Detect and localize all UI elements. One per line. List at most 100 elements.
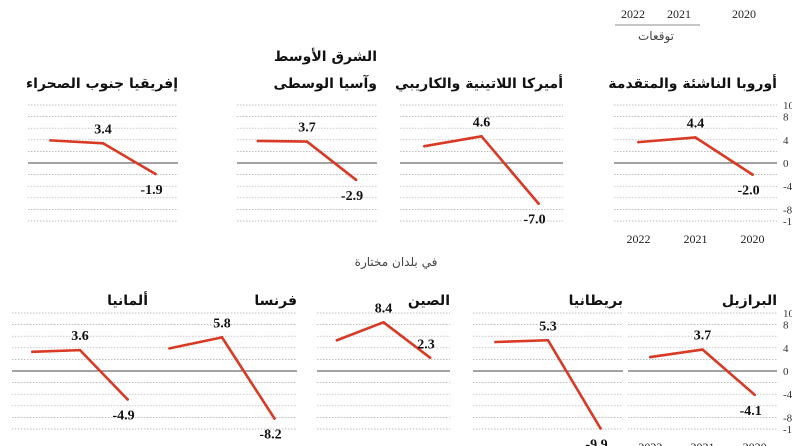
series-line <box>31 348 129 401</box>
data-point-2022 <box>256 139 260 143</box>
legend-year-2020: 2020 <box>732 7 756 21</box>
y-tick-label: 10 <box>783 308 792 320</box>
data-point-2020 <box>126 398 129 401</box>
forecast-note: توقعات <box>638 29 674 44</box>
data-label-2020: -4.1 <box>740 404 762 419</box>
data-point-2021 <box>220 336 224 339</box>
data-point-2021 <box>694 136 697 139</box>
y-tick-label: -8 <box>783 412 792 424</box>
panel-title: فرنسا <box>254 293 297 309</box>
panel-5: البرازيل 108 4 0 -4 -8-10 2022 2021 2020 -4.1 3.7 <box>628 293 792 446</box>
y-tick-label: -4 <box>783 181 792 193</box>
data-point-2021 <box>382 320 385 324</box>
data-point-2021 <box>546 338 550 342</box>
panel-9: ألمانيا -4.9 3.6 <box>12 291 148 430</box>
panel-1: أوروبا الناشئة والمتقدمة 108 4 0 -4 -8-10 2022… <box>608 74 792 246</box>
data-point-2022 <box>494 340 497 344</box>
series-line <box>256 139 358 182</box>
x-tick-label: 2020 <box>741 232 765 246</box>
series-line <box>49 139 157 176</box>
data-point-2020 <box>154 172 157 176</box>
y-tick-label: 10 <box>783 100 792 112</box>
y-tick-label: 4 <box>783 343 789 355</box>
panel-title: إفريقيا جنوب الصحراء <box>26 76 178 92</box>
data-point-2021 <box>305 140 309 143</box>
data-point-2021 <box>701 348 704 351</box>
data-point-2020 <box>537 202 540 205</box>
data-label-2020: -1.9 <box>140 183 162 198</box>
data-label-2020: -8.2 <box>259 428 281 443</box>
legend-year-2022: 2022 <box>621 7 645 21</box>
top-year-legend: 2020 2021 2022 توقعات <box>615 7 756 44</box>
data-label-2020: -4.9 <box>113 408 135 423</box>
data-label-2021: 3.7 <box>298 121 316 136</box>
series-line <box>423 135 540 205</box>
series-line <box>168 336 276 420</box>
x-tick-label: 2021 <box>691 440 715 446</box>
x-tick-label: 2021 <box>684 232 708 246</box>
data-point-2022 <box>168 347 171 350</box>
data-label-2021: 4.6 <box>473 115 491 130</box>
data-label-2020: -9.9 <box>585 437 607 446</box>
data-point-2020 <box>428 356 432 359</box>
data-label-2021: 3.4 <box>94 122 112 137</box>
y-tick-label: 0 <box>783 158 789 170</box>
data-point-2021 <box>480 135 483 138</box>
panel-6: بريطانيا -9.9 5.3 <box>473 293 623 446</box>
data-label-2021: 3.7 <box>694 329 712 344</box>
data-label-2020: -2.9 <box>341 189 363 204</box>
data-label-2021: 3.6 <box>71 329 89 344</box>
y-tick-label: -4 <box>783 389 792 401</box>
data-label-2021: 5.8 <box>213 316 231 331</box>
y-tick-label: 4 <box>783 135 789 147</box>
panel-title: أميركا اللاتينية والكاريبي <box>395 74 563 92</box>
panel-title-line-1: الشرق الأوسط <box>274 48 377 65</box>
data-point-2020 <box>599 427 602 430</box>
x-tick-label: 2022 <box>638 440 662 446</box>
data-point-2022 <box>49 139 52 142</box>
y-tick-label: 8 <box>783 112 789 124</box>
data-point-2022 <box>423 144 426 148</box>
panel-title: ألمانيا <box>107 291 148 309</box>
panel-title: أوروبا الناشئة والمتقدمة <box>608 74 777 92</box>
panel-title: الصين <box>408 293 450 309</box>
section-label: في بلدان مختارة <box>355 255 438 270</box>
legend-year-2021: 2021 <box>667 7 691 21</box>
data-point-2022 <box>335 338 339 342</box>
data-point-2020 <box>354 178 358 182</box>
data-point-2022 <box>637 140 640 144</box>
panel-3: الشرق الأوسط وآسيا الوسطى -2.9 3.7 <box>237 48 377 222</box>
data-point-2020 <box>273 417 276 420</box>
panel-7: الصين 2.3 8.4 <box>317 293 450 430</box>
panel-title-line-2: وآسيا الوسطى <box>273 74 377 92</box>
panel-title: البرازيل <box>722 293 777 309</box>
data-label-2020: -2.0 <box>737 184 759 199</box>
data-point-2022 <box>649 355 652 359</box>
data-point-2020 <box>751 173 754 176</box>
panel-4: إفريقيا جنوب الصحراء -1.9 3.4 <box>26 76 178 222</box>
data-label-2021: 5.3 <box>539 319 557 334</box>
y-tick-label: -8 <box>783 204 792 216</box>
x-tick-label: 2020 <box>743 440 767 446</box>
y-tick-label: 8 <box>783 320 789 332</box>
series-line <box>335 320 432 359</box>
data-point-2022 <box>31 350 34 354</box>
y-tick-label: 0 <box>783 366 789 378</box>
panel-8: فرنسا -8.2 5.8 <box>147 293 297 443</box>
chart-panels: أوروبا الناشئة والمتقدمة10840-4-8-102022… <box>12 48 792 446</box>
x-tick-label: 2022 <box>626 232 650 246</box>
series-line <box>494 338 602 430</box>
series-line <box>649 348 756 397</box>
panel-2: أميركا اللاتينية والكاريبي -7.0 4.6 <box>395 74 563 228</box>
data-point-2021 <box>78 348 82 352</box>
data-point-2020 <box>753 393 756 397</box>
y-tick-label: -10 <box>783 216 792 228</box>
panel-title: بريطانيا <box>569 293 623 309</box>
data-label-2021: 8.4 <box>375 301 393 316</box>
y-tick-label: -10 <box>783 424 792 436</box>
data-label-2020: -7.0 <box>523 213 545 228</box>
data-label-2020: 2.3 <box>417 338 435 353</box>
data-point-2021 <box>101 141 105 145</box>
series-line <box>637 136 754 176</box>
